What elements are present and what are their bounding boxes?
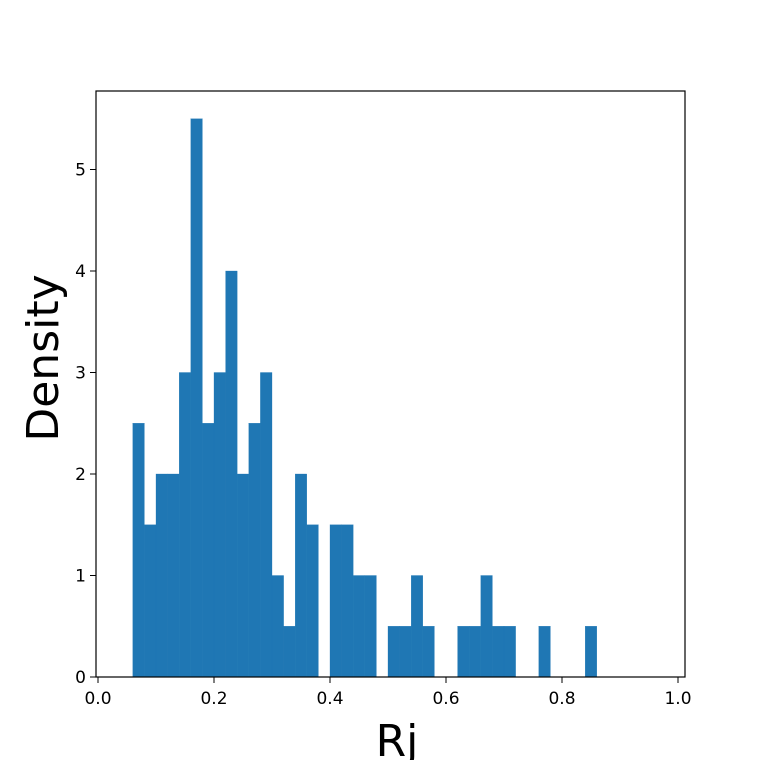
histogram-bar xyxy=(457,626,470,678)
histogram-bar xyxy=(271,575,284,678)
x-tick-label: 0.2 xyxy=(200,689,227,709)
histogram-bar xyxy=(202,423,215,678)
histogram-bar xyxy=(144,524,157,678)
y-tick-label: 0 xyxy=(75,668,86,688)
histogram-bar xyxy=(167,473,180,678)
histogram-bar xyxy=(538,626,551,678)
histogram-bar xyxy=(387,626,400,678)
histogram-bar xyxy=(411,575,423,678)
histogram-bar xyxy=(503,626,516,678)
histogram-bar xyxy=(295,473,307,678)
histogram-bar xyxy=(190,118,203,678)
y-tick-label: 4 xyxy=(75,262,86,282)
y-axis-ticks: 0 1 2 3 4 5 xyxy=(75,161,96,688)
histogram-bar xyxy=(492,626,505,678)
histogram-bar xyxy=(585,626,597,678)
histogram-bar xyxy=(306,524,319,678)
histogram-bar xyxy=(179,372,191,678)
histogram-bar xyxy=(132,423,145,678)
histogram-bar xyxy=(353,575,365,678)
histogram-bar xyxy=(364,575,377,678)
y-tick-label: 5 xyxy=(75,161,86,181)
plot-frame xyxy=(95,90,686,678)
histogram-bar xyxy=(155,473,168,678)
histogram-bar xyxy=(213,372,226,678)
y-tick-label: 3 xyxy=(75,364,86,384)
histogram-bar xyxy=(422,626,435,678)
histogram-bar xyxy=(329,524,342,678)
x-axis-label: Rj xyxy=(376,716,419,760)
x-tick-label: 0.6 xyxy=(432,689,459,709)
x-tick-label: 0.8 xyxy=(548,689,575,709)
y-tick-label: 2 xyxy=(75,465,86,485)
histogram-bar xyxy=(469,626,481,678)
histogram-bar xyxy=(237,473,249,678)
x-tick-label: 0.4 xyxy=(316,689,343,709)
histogram-bar xyxy=(341,524,354,678)
y-tick-label: 1 xyxy=(75,567,86,587)
histogram-bar xyxy=(480,575,493,678)
histogram-bar xyxy=(225,270,238,678)
x-tick-label: 0.0 xyxy=(84,689,111,709)
histogram-bar xyxy=(283,626,296,678)
x-tick-label: 1.0 xyxy=(664,689,691,709)
histogram-bar xyxy=(248,423,261,678)
y-axis-label: Density xyxy=(18,274,69,441)
histogram-bar xyxy=(399,626,412,678)
histogram-bar xyxy=(260,372,273,678)
x-axis-ticks: 0.0 0.2 0.4 0.6 0.8 1.0 xyxy=(84,677,692,709)
